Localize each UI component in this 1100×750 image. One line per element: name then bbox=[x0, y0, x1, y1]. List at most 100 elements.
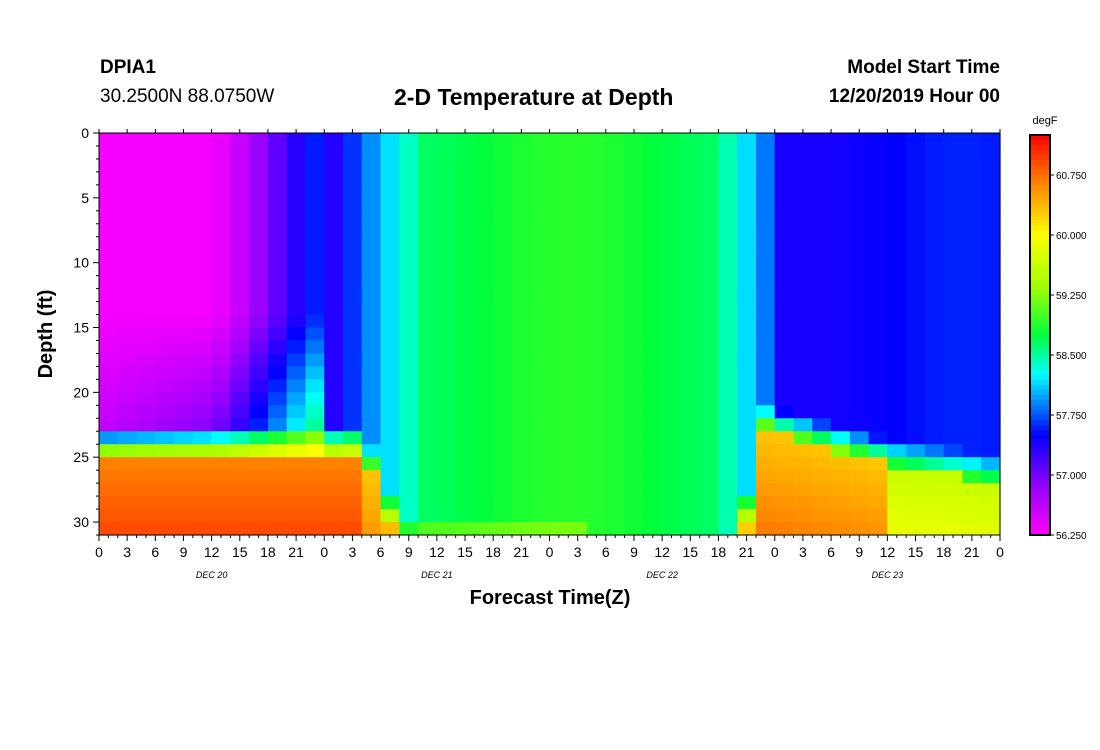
heatmap-cell bbox=[962, 444, 982, 458]
heatmap-cell bbox=[680, 483, 701, 497]
heatmap-cell bbox=[962, 470, 982, 484]
heatmap-cell bbox=[868, 457, 888, 471]
heatmap-cell bbox=[906, 133, 926, 147]
heatmap-cell bbox=[511, 158, 532, 173]
heatmap-cell bbox=[511, 418, 532, 432]
heatmap-cell bbox=[587, 483, 607, 497]
heatmap-cell bbox=[493, 444, 513, 458]
day-label: DEC 23 bbox=[872, 570, 904, 580]
heatmap-cell bbox=[530, 379, 551, 393]
heatmap-cell bbox=[718, 301, 738, 316]
heatmap-cell bbox=[343, 366, 363, 380]
heatmap-cell bbox=[906, 288, 926, 303]
colorbar-swatch bbox=[1030, 145, 1050, 151]
heatmap-cell bbox=[174, 444, 194, 458]
colorbar-swatch bbox=[1030, 285, 1050, 291]
heatmap-cell bbox=[549, 483, 569, 497]
heatmap-cell bbox=[267, 470, 288, 484]
heatmap-cell bbox=[755, 379, 776, 393]
heatmap-cell bbox=[174, 145, 194, 160]
heatmap-cell bbox=[267, 457, 288, 471]
model-start-label: Model Start Time bbox=[847, 57, 1000, 78]
heatmap-cell bbox=[230, 171, 250, 186]
heatmap-cell bbox=[924, 431, 945, 445]
heatmap-cell bbox=[418, 353, 438, 368]
heatmap-cell bbox=[267, 392, 288, 406]
colorbar-swatch bbox=[1030, 470, 1050, 476]
heatmap-cell bbox=[605, 470, 626, 484]
heatmap-cell bbox=[493, 210, 513, 225]
x-tick-label: 3 bbox=[574, 544, 582, 560]
heatmap-cell bbox=[418, 470, 438, 484]
heatmap-cell bbox=[117, 327, 138, 342]
heatmap-cell bbox=[211, 366, 231, 380]
heatmap-cell bbox=[380, 145, 400, 160]
heatmap-cell bbox=[511, 379, 532, 393]
heatmap-cell bbox=[305, 353, 325, 368]
heatmap-cell bbox=[455, 314, 476, 329]
heatmap-cell bbox=[455, 301, 476, 316]
heatmap-cell bbox=[831, 470, 851, 484]
heatmap-cell bbox=[380, 223, 400, 238]
heatmap-cell bbox=[399, 275, 419, 290]
heatmap-cell bbox=[643, 158, 663, 173]
heatmap-cell bbox=[680, 275, 701, 290]
heatmap-cell bbox=[962, 509, 982, 523]
heatmap-cell bbox=[267, 184, 288, 199]
heatmap-cell bbox=[699, 288, 720, 303]
heatmap-cell bbox=[267, 522, 288, 536]
heatmap-cell bbox=[643, 301, 663, 316]
heatmap-cell bbox=[887, 236, 907, 251]
heatmap-cell bbox=[755, 340, 776, 355]
heatmap-cell bbox=[286, 340, 307, 355]
heatmap-cell bbox=[962, 158, 982, 173]
heatmap-cell bbox=[380, 353, 400, 368]
heatmap-cell bbox=[436, 509, 457, 523]
colorbar-swatch bbox=[1030, 355, 1050, 361]
heatmap-cell bbox=[662, 236, 682, 251]
heatmap-cell bbox=[249, 262, 269, 277]
heatmap-cell bbox=[849, 197, 870, 212]
heatmap-cell bbox=[680, 184, 701, 199]
heatmap-cell bbox=[962, 496, 982, 510]
heatmap-cell bbox=[361, 470, 382, 484]
colorbar-swatch bbox=[1030, 420, 1050, 426]
x-tick-label: 21 bbox=[964, 544, 980, 560]
heatmap-cell bbox=[230, 301, 250, 316]
heatmap-cell bbox=[587, 418, 607, 432]
heatmap-cell bbox=[174, 483, 194, 497]
heatmap-cell bbox=[849, 184, 870, 199]
heatmap-cell bbox=[117, 288, 138, 303]
heatmap-cell bbox=[99, 509, 119, 523]
heatmap-cell bbox=[249, 184, 269, 199]
heatmap-cell bbox=[455, 197, 476, 212]
heatmap-cell bbox=[267, 496, 288, 510]
heatmap-cell bbox=[587, 133, 607, 147]
heatmap-cell bbox=[868, 483, 888, 497]
heatmap-cell bbox=[793, 327, 813, 342]
heatmap-cell bbox=[831, 197, 851, 212]
heatmap-cell bbox=[249, 223, 269, 238]
colorbar-swatch bbox=[1030, 370, 1050, 376]
heatmap-cell bbox=[286, 145, 307, 160]
heatmap-cell bbox=[962, 288, 982, 303]
heatmap-cell bbox=[981, 184, 1001, 199]
heatmap-cell bbox=[906, 379, 926, 393]
heatmap-cell bbox=[680, 249, 701, 264]
heatmap-cell bbox=[943, 301, 964, 316]
heatmap-cell bbox=[493, 483, 513, 497]
heatmap-cell bbox=[455, 236, 476, 251]
heatmap-cell bbox=[605, 431, 626, 445]
heatmap-cell bbox=[643, 184, 663, 199]
heatmap-cell bbox=[793, 301, 813, 316]
heatmap-cell bbox=[812, 379, 832, 393]
heatmap-cell bbox=[474, 223, 494, 238]
colorbar-swatch bbox=[1030, 190, 1050, 196]
heatmap-cell bbox=[399, 509, 419, 523]
heatmap-cell bbox=[680, 314, 701, 329]
colorbar-swatch bbox=[1030, 520, 1050, 526]
heatmap-cell bbox=[117, 262, 138, 277]
heatmap-cell bbox=[361, 496, 382, 510]
heatmap-cell bbox=[380, 249, 400, 264]
